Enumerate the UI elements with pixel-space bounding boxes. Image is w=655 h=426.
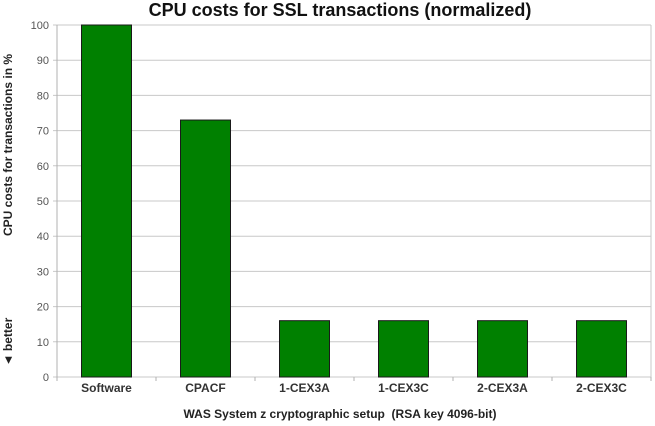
y-tick-label: 40 [37,231,49,243]
y-axis-note-better: ◄ better [1,317,15,366]
y-tick-label: 100 [31,20,49,32]
x-tick-label: CPACF [185,381,225,395]
y-tick-label: 0 [43,372,49,384]
x-tick-label: 1-CEX3A [279,381,330,395]
x-tick-label: Software [81,381,132,395]
bar-cpacf [180,119,231,378]
y-tick-label: 50 [37,196,49,208]
chart-title: CPU costs for SSL transactions (normaliz… [149,0,532,20]
y-axis-label: CPU costs for transactions in % [1,54,15,236]
y-tick-label: 90 [37,55,49,67]
x-tick-label: 1-CEX3C [378,381,429,395]
bar-software [81,24,132,378]
y-tick-label: 60 [37,161,49,173]
x-tick-label: 2-CEX3C [576,381,627,395]
bar-2-cex3c [576,320,627,378]
y-tick-label: 80 [37,90,49,102]
bar-1-cex3c [378,320,429,378]
x-axis-label: WAS System z cryptographic setup (RSA ke… [184,407,497,421]
y-tick-label: 30 [37,266,49,278]
bar-2-cex3a [477,320,528,378]
x-tick-label: 2-CEX3A [477,381,528,395]
y-tick-label: 70 [37,126,49,138]
y-tick-label: 10 [37,337,49,349]
bar-1-cex3a [279,320,330,378]
y-tick-label: 20 [37,302,49,314]
